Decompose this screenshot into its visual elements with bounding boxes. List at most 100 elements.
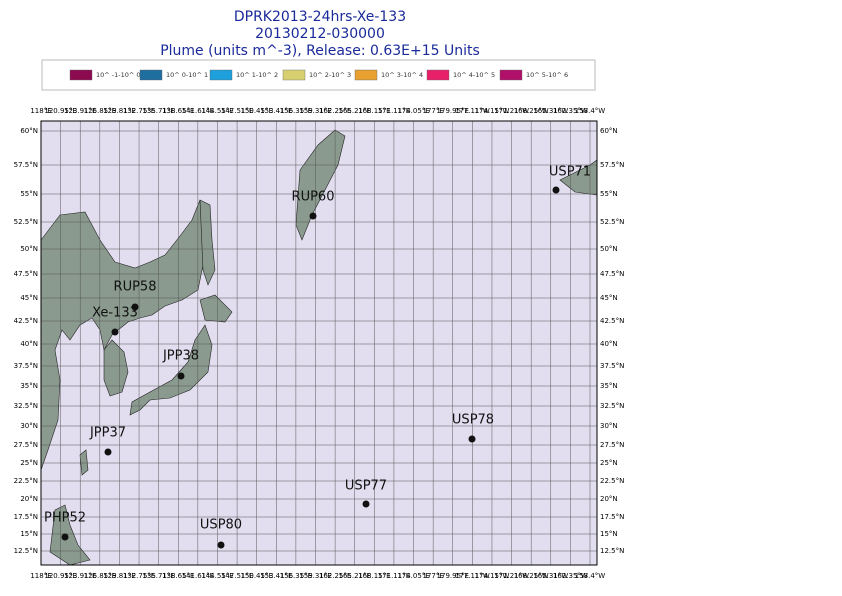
lon-label-bottom: 123.91°E [64, 572, 96, 580]
legend-label: 10^ 0-10^ 1 [166, 71, 208, 79]
land [40, 129, 598, 566]
lon-label-top: 177°E [422, 107, 443, 115]
lat-label-right: 32.5°N [600, 402, 624, 410]
legend-label: 10^ 4-10^ 5 [453, 71, 495, 79]
lat-label-right: 42.5°N [600, 317, 624, 325]
lon-label-top: 150.45°E [240, 107, 272, 115]
lon-label-bottom: 165.21°E [339, 572, 371, 580]
station-marker [177, 372, 185, 380]
legend-label: 10^ -1-10^ 0 [96, 71, 141, 79]
lon-label-top: 153.41°E [260, 107, 292, 115]
map [40, 120, 598, 566]
lat-label-left: 30°N [20, 422, 38, 430]
honshu [129, 324, 213, 416]
legend-swatch [499, 69, 523, 81]
lon-label-top: 123.91°E [64, 107, 96, 115]
station-label: USP71 [549, 165, 591, 180]
lat-label-right: 50°N [600, 245, 618, 253]
station-marker [217, 541, 225, 549]
lon-label-bottom: 177°E [422, 572, 443, 580]
lon-label-top: 171.11°E [378, 107, 410, 115]
title: DPRK2013-24hrs-Xe-133 [234, 9, 406, 25]
lat-label-left: 15°N [20, 530, 38, 538]
lat-label-right: 17.5°N [600, 513, 624, 521]
lat-label-right: 55°N [600, 190, 618, 198]
station-label: PHP52 [44, 511, 86, 526]
lon-label-top: 168.25°W [514, 107, 549, 115]
lat-label-right: 52.5°N [600, 218, 624, 226]
lon-label-bottom: 129.81°E [103, 572, 135, 580]
lat-label-right: 30°N [600, 422, 618, 430]
subtitle: Plume (units m^-3), Release: 0.63E+15 Un… [160, 43, 480, 59]
lon-label-top: 141.61°E [182, 107, 214, 115]
station-marker [309, 212, 317, 220]
lon-label-bottom: 179.95°E [437, 572, 469, 580]
sakhalin [199, 199, 216, 286]
lat-label-right: 37.5°N [600, 362, 624, 370]
legend-label: 10^ 2-10^ 3 [309, 71, 351, 79]
lat-label-left: 37.5°N [14, 362, 38, 370]
lon-label-bottom: 158.4°W [575, 572, 606, 580]
lat-label-right: 12.5°N [600, 547, 624, 555]
legend-swatch [426, 69, 450, 81]
lon-label-bottom: 150.45°E [240, 572, 272, 580]
frame [40, 120, 598, 566]
lat-label-right: 22.5°N [600, 477, 624, 485]
asia-mainland [40, 199, 205, 471]
lon-label-bottom: 120.95°E [44, 572, 76, 580]
lon-label-bottom: 162.25°E [319, 572, 351, 580]
lat-label-right: 25°N [600, 459, 618, 467]
lon-label-top: 165.31°W [533, 107, 568, 115]
lat-label-left: 47.5°N [14, 270, 38, 278]
lon-label-bottom: 132.75°E [123, 572, 155, 580]
station-marker [111, 328, 119, 336]
legend-label: 10^ 1-10^ 2 [236, 71, 278, 79]
lat-label-right: 35°N [600, 382, 618, 390]
legend-label: 10^ 3-10^ 4 [381, 71, 423, 79]
lon-label-bottom: 138.65°E [162, 572, 194, 580]
lat-label-left: 20°N [20, 495, 38, 503]
lat-label-left: 32.5°N [14, 402, 38, 410]
lat-label-right: 57.5°N [600, 161, 624, 169]
station-label: JPP37 [89, 426, 126, 441]
station-marker [552, 186, 560, 194]
lon-label-top: 168.15°E [358, 107, 390, 115]
lon-label-top: 171.21°W [494, 107, 529, 115]
lat-label-right: 47.5°N [600, 270, 624, 278]
station-marker [104, 448, 112, 456]
korea [103, 339, 129, 397]
lat-label-right: 27.5°N [600, 441, 624, 449]
lon-label-bottom: 135.71°E [142, 572, 174, 580]
lon-label-top: 162.25°E [319, 107, 351, 115]
station-label: USP78 [452, 413, 494, 428]
taiwan [79, 449, 89, 476]
lon-label-top: 147.51°E [221, 107, 253, 115]
station-label: USP77 [345, 479, 387, 494]
station-label: JPP38 [162, 349, 199, 364]
legend-swatch [139, 69, 163, 81]
station-marker [468, 435, 476, 443]
lon-label-bottom: 165.31°W [533, 572, 568, 580]
kamchatka [295, 129, 346, 241]
lon-label-top: 179.95°E [437, 107, 469, 115]
lon-label-bottom: 171.21°W [494, 572, 529, 580]
lon-label-top: 118°E [30, 107, 51, 115]
lon-label-bottom: 144.55°E [201, 572, 233, 580]
lon-label-bottom: 126.85°E [84, 572, 116, 580]
lon-label-bottom: 156.35°E [280, 572, 312, 580]
lon-label-top: 135.71°E [142, 107, 174, 115]
lat-label-left: 35°N [20, 382, 38, 390]
lon-label-bottom: 171.11°E [378, 572, 410, 580]
lon-label-top: 156.35°E [280, 107, 312, 115]
lon-label-bottom: 147.51°E [221, 572, 253, 580]
legend-swatch [69, 69, 93, 81]
lat-label-right: 15°N [600, 530, 618, 538]
lon-label-bottom: 162.35°W [553, 572, 588, 580]
lon-label-top: 138.65°E [162, 107, 194, 115]
lat-label-left: 12.5°N [14, 547, 38, 555]
legend-label: 10^ 5-10^ 6 [526, 71, 568, 79]
station-marker [131, 303, 139, 311]
lon-label-top: 126.85°E [84, 107, 116, 115]
